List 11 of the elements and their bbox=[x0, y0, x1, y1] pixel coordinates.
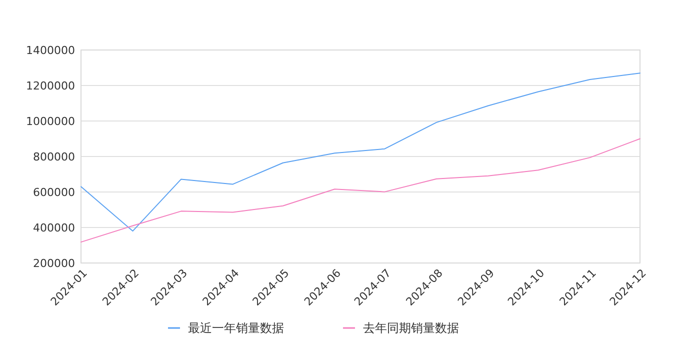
legend-label: 最近一年销量数据 bbox=[188, 321, 284, 336]
y-tick-label: 600000 bbox=[33, 186, 75, 199]
y-tick-label: 1200000 bbox=[26, 79, 75, 92]
line-series bbox=[80, 72, 640, 232]
y-tick-label: 1400000 bbox=[26, 44, 75, 57]
y-tick-label: 400000 bbox=[33, 221, 75, 234]
line-series bbox=[80, 138, 640, 243]
y-tick-label: 200000 bbox=[33, 256, 75, 270]
y-tick-label: 1000000 bbox=[26, 114, 75, 128]
y-tick-label: 800000 bbox=[33, 150, 75, 164]
legend-label: 去年同期销量数据 bbox=[363, 321, 459, 336]
